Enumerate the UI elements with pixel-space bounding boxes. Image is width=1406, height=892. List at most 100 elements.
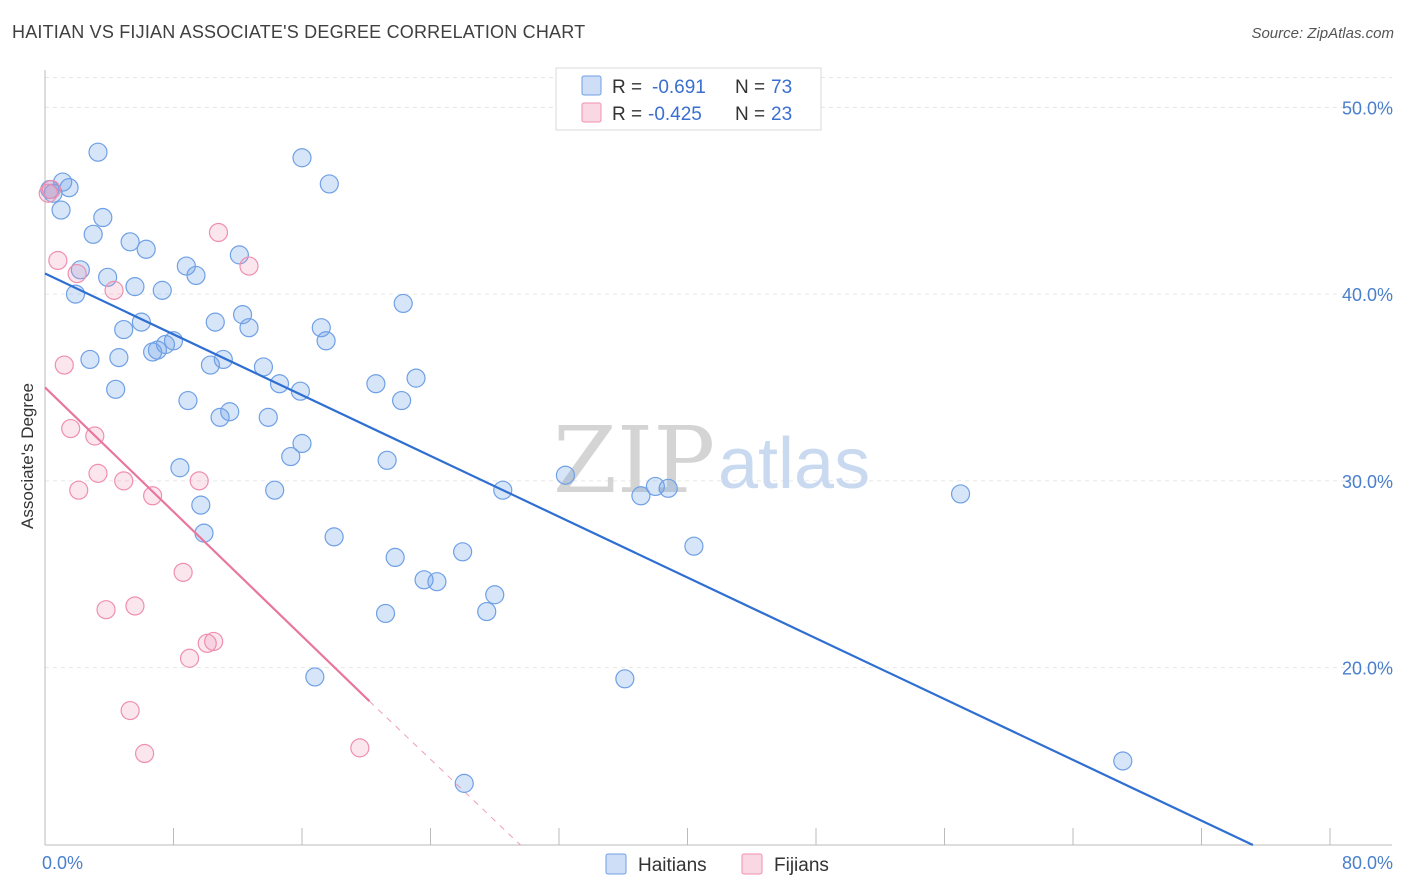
series-legend: Haitians Fijians <box>605 853 829 876</box>
haitians-point <box>453 542 473 562</box>
legend-n-value-2: 23 <box>771 104 792 125</box>
haitians-point <box>324 527 344 547</box>
watermark: ZIP atlas <box>553 407 870 514</box>
haitians-point <box>265 480 285 500</box>
y-tick-label: 30.0% <box>1342 472 1393 492</box>
haitians-point <box>316 331 336 351</box>
haitians-point <box>136 239 156 259</box>
watermark-zip: ZIP <box>553 407 715 514</box>
haitians-point <box>83 224 103 244</box>
x-tick-labels: 0.0% 80.0% <box>42 853 1393 873</box>
haitians-point <box>88 142 108 162</box>
gridlines <box>45 76 1392 669</box>
haitians-point <box>393 293 413 314</box>
fijians-point <box>239 256 259 276</box>
legend-r-value-1: -0.691 <box>652 77 706 98</box>
trend-lines <box>44 272 1254 846</box>
haitians-point <box>950 484 971 504</box>
bottom-legend-fijians: Fijians <box>774 855 829 876</box>
legend-swatch-haitians <box>581 75 602 96</box>
fijians-point <box>350 738 370 758</box>
haitians-point <box>93 207 113 228</box>
chart-title: HAITIAN VS FIJIAN ASSOCIATE'S DEGREE COR… <box>12 22 586 42</box>
haitians-point <box>375 603 396 624</box>
fijians-trend-line <box>44 386 371 702</box>
fijians-point <box>179 648 200 668</box>
fijians-point <box>189 471 209 491</box>
fijians-point <box>125 596 145 616</box>
haitians-point <box>454 773 474 793</box>
haitians-point <box>220 402 240 422</box>
haitians-point <box>319 174 339 194</box>
fijians-point <box>38 183 58 203</box>
haitians-point <box>194 523 214 543</box>
fijians-trend-extension <box>369 700 521 846</box>
fijians-point <box>54 355 74 375</box>
haitians-point <box>70 260 90 280</box>
legend-swatch-fijians <box>581 102 602 123</box>
fijians-point <box>134 743 155 764</box>
haitians-point <box>152 280 172 300</box>
y-tick-label: 40.0% <box>1342 285 1393 305</box>
bottom-legend-haitians: Haitians <box>638 855 707 876</box>
haitians-point <box>485 585 505 605</box>
legend-n-value-1: 73 <box>771 77 792 98</box>
fijians-point <box>88 463 108 483</box>
haitians-point <box>477 601 497 622</box>
haitians-point <box>414 570 434 590</box>
haitians-point <box>1113 751 1133 771</box>
legend-r-label-1: R = <box>612 77 642 98</box>
haitians-point <box>59 178 79 198</box>
fijians-point <box>104 280 124 300</box>
haitians-point <box>170 458 190 478</box>
haitians-point <box>191 495 211 515</box>
haitians-point <box>125 277 145 297</box>
bottom-legend-swatch-haitians <box>605 853 627 875</box>
haitians-point <box>109 347 129 368</box>
bottom-legend-swatch-fijians <box>741 853 763 875</box>
legend-r-label-2: R = <box>612 104 642 125</box>
source-label: Source: ZipAtlas.com <box>1251 25 1394 42</box>
haitians-point <box>213 349 233 370</box>
haitians-point <box>406 368 426 388</box>
haitians-point <box>366 374 386 394</box>
haitians-point <box>555 465 576 485</box>
x-tick-label-min: 0.0% <box>42 853 83 873</box>
haitians-point <box>391 390 412 411</box>
legend-n-label-2: N = <box>735 104 765 125</box>
x-tick-label-max: 80.0% <box>1342 853 1393 873</box>
legend-r-value-2: -0.425 <box>648 104 702 125</box>
data-points <box>38 142 1133 793</box>
fijians-point <box>61 418 81 439</box>
haitians-point <box>80 349 100 370</box>
y-tick-label: 50.0% <box>1342 98 1393 118</box>
haitians-trend-line <box>44 272 1254 846</box>
haitians-point <box>631 486 651 506</box>
legend-n-label-1: N = <box>735 77 765 98</box>
haitians-point <box>292 148 312 168</box>
fijians-point <box>173 562 193 582</box>
fijians-point <box>114 471 134 491</box>
haitians-point <box>658 478 678 498</box>
haitians-point <box>258 407 278 427</box>
fijians-point <box>208 222 229 243</box>
fijians-point <box>143 486 163 506</box>
haitians-point <box>281 446 301 467</box>
haitians-point <box>51 200 71 220</box>
haitians-point <box>120 232 140 252</box>
y-tick-label: 20.0% <box>1342 659 1393 679</box>
fijians-point <box>48 250 68 271</box>
haitians-point <box>615 669 635 689</box>
fijians-point <box>204 631 224 652</box>
haitians-point <box>147 340 168 360</box>
haitians-point <box>114 319 134 340</box>
haitians-point <box>186 265 206 286</box>
watermark-atlas: atlas <box>718 424 870 504</box>
fijians-point <box>96 600 116 620</box>
haitians-point <box>178 390 198 411</box>
fijians-point <box>120 700 140 721</box>
haitians-point <box>205 312 225 332</box>
y-axis-label: Associate's Degree <box>18 383 37 529</box>
fijians-point <box>69 480 89 500</box>
